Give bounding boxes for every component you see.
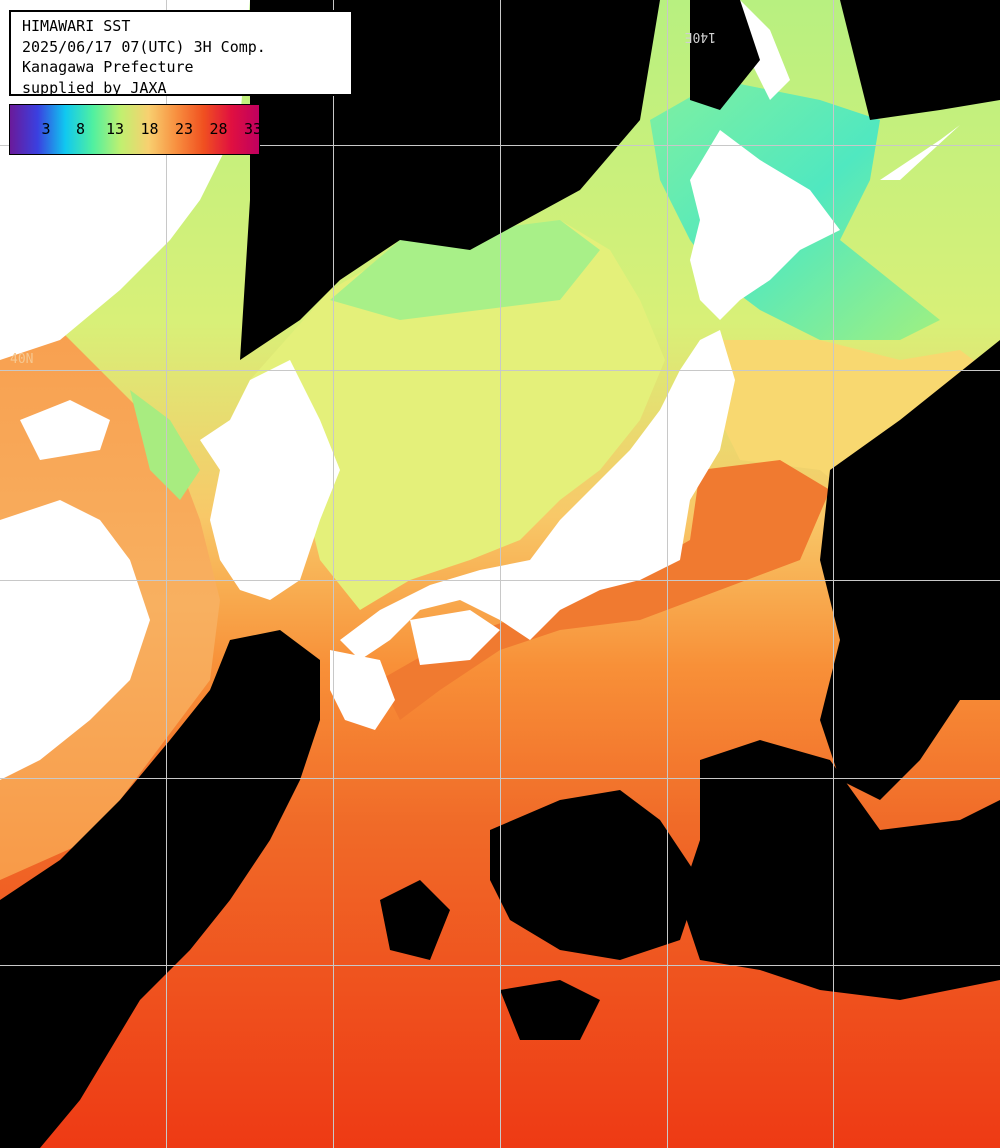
colorbar-tick-5: 28 — [209, 120, 228, 138]
region-line: Kanagawa Prefecture — [22, 58, 194, 76]
colorbar-tick-4: 23 — [174, 120, 194, 138]
colorbar-tick-2: 13 — [105, 120, 125, 138]
title-line: HIMAWARI SST — [22, 17, 131, 35]
cloud-pacific-2 — [680, 740, 1000, 1000]
timestamp-line: 2025/06/17 07(UTC) 3H Comp. — [22, 37, 266, 56]
longitude-label-text: 140E — [684, 29, 716, 44]
kuroshio — [380, 460, 830, 720]
cloud-central — [490, 790, 700, 960]
china-east — [0, 500, 150, 780]
colorbar-legend: 3 8 13 18 23 28 33 — [9, 104, 263, 155]
hokkaido — [690, 130, 840, 320]
colorbar-tick-6: 33 — [243, 120, 263, 138]
colorbar-tick-0: 3 — [41, 120, 51, 138]
sea-of-japan — [250, 220, 665, 610]
shandong — [20, 400, 110, 460]
colorbar-ticks: 3 8 13 18 23 28 33 — [10, 105, 263, 154]
cloud-south — [500, 980, 600, 1040]
korea-peninsula — [200, 360, 340, 600]
sea-of-japan-north — [330, 220, 600, 320]
longitude-label: 140E — [672, 13, 716, 44]
cloud-east — [840, 0, 1000, 120]
cloud-northeast — [690, 0, 760, 110]
shikoku — [410, 610, 500, 665]
info-box: HIMAWARI SST 2025/06/17 07(UTC) 3H Comp.… — [9, 10, 353, 97]
honshu — [340, 330, 735, 660]
kyushu — [330, 650, 395, 730]
bohai-green — [130, 390, 200, 500]
sakhalin — [740, 0, 790, 100]
cloud-islands — [380, 880, 450, 960]
colorbar-tick-3: 18 — [140, 120, 159, 138]
supplier-line: supplied by JAXA — [22, 78, 167, 97]
latitude-label: 40N — [10, 352, 34, 367]
cloud-far-east — [880, 520, 1000, 650]
colorbar-tick-1: 8 — [75, 120, 86, 138]
cloud-west-band — [0, 630, 320, 1148]
